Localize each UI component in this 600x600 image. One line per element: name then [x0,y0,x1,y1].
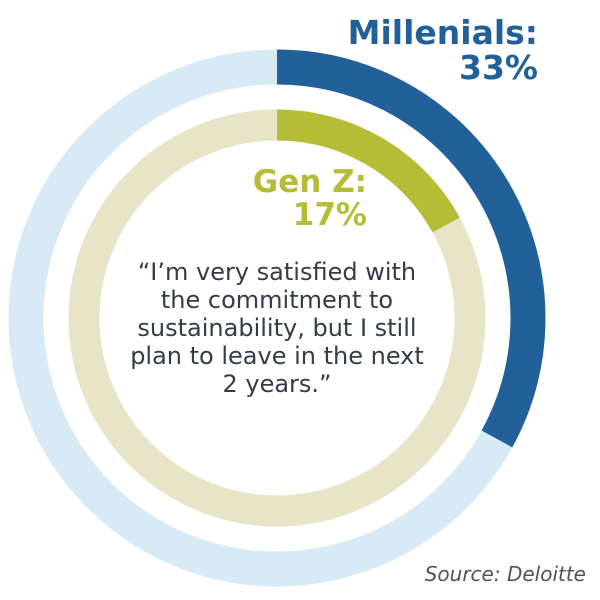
genz-value: 17% [292,196,367,233]
quote-text: “I’m very satisfied with the commitment … [130,258,424,399]
genz-label: Gen Z: 17% [253,166,367,231]
millenials-name: Millenials: [347,13,538,52]
millenials-value: 33% [459,47,538,87]
source-note: Source: Deloitte [424,562,586,586]
millenials-label: Millenials: 33% [347,13,538,87]
genz-name: Gen Z: [252,164,367,200]
genz-arc [276,109,460,233]
millenials-arc [276,49,546,448]
